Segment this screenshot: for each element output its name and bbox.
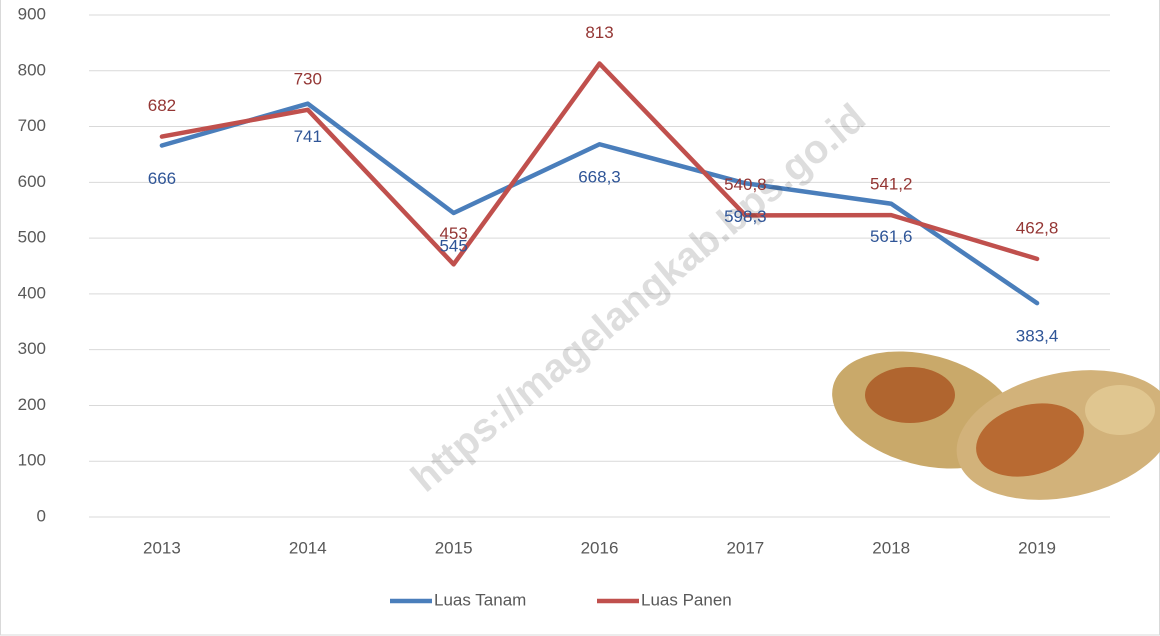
data-label: 682 <box>148 96 176 115</box>
data-label: 541,2 <box>870 175 913 194</box>
x-tick-label: 2017 <box>726 538 764 557</box>
y-tick-label: 900 <box>18 4 46 23</box>
data-label: 668,3 <box>578 168 621 187</box>
data-label: 453 <box>439 224 467 243</box>
line-series <box>159 61 1040 267</box>
y-tick-label: 700 <box>18 116 46 135</box>
y-tick-label: 800 <box>18 60 46 79</box>
y-tick-label: 0 <box>37 506 46 525</box>
data-label: 545 <box>439 236 467 255</box>
data-label: 730 <box>294 69 322 88</box>
line-series <box>159 101 1040 306</box>
data-label: 741 <box>294 127 322 146</box>
legend-label: Luas Panen <box>641 590 732 609</box>
y-tick-label: 200 <box>18 395 46 414</box>
y-tick-label: 300 <box>18 339 46 358</box>
x-tick-label: 2018 <box>872 538 910 557</box>
data-label: 813 <box>585 23 613 42</box>
data-label: 540,8 <box>724 175 767 194</box>
y-tick-label: 400 <box>18 283 46 302</box>
data-label: 561,6 <box>870 227 913 246</box>
x-tick-label: 2015 <box>435 538 473 557</box>
y-tick-label: 600 <box>18 172 46 191</box>
data-label: 598,3 <box>724 207 767 226</box>
x-tick-label: 2013 <box>143 538 181 557</box>
legend-label: Luas Tanam <box>434 590 526 609</box>
peanut-image <box>832 351 1160 500</box>
data-label: 462,8 <box>1016 218 1059 237</box>
y-tick-label: 500 <box>18 228 46 247</box>
x-tick-label: 2016 <box>581 538 619 557</box>
x-tick-label: 2019 <box>1018 538 1056 557</box>
data-label: 666 <box>148 169 176 188</box>
x-tick-label: 2014 <box>289 538 327 557</box>
y-tick-label: 100 <box>18 451 46 470</box>
data-label: 383,4 <box>1016 327 1059 346</box>
